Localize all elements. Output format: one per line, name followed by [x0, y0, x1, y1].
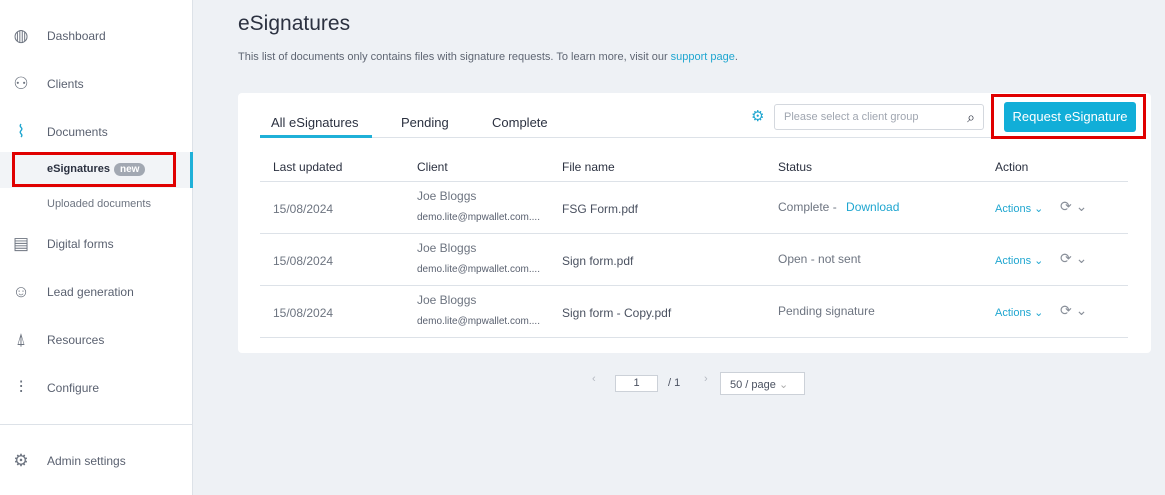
col-file-name[interactable]: File name: [562, 160, 615, 174]
highlight-box: [991, 94, 1146, 139]
form-icon: ▤: [12, 234, 30, 253]
sidebar-item-digital-forms[interactable]: ▤ Digital forms: [0, 220, 193, 268]
col-client[interactable]: Client: [417, 160, 448, 174]
request-esignature-button[interactable]: Request eSignature: [1004, 102, 1136, 132]
status-text: Open - not sent: [778, 252, 861, 266]
sidebar-item-uploaded-documents[interactable]: Uploaded documents: [47, 198, 151, 210]
label: Resources: [47, 333, 105, 347]
client-name: Joe Bloggs: [417, 241, 477, 255]
client-group-search-input[interactable]: Please select a client group ⌕: [774, 104, 984, 130]
page-description: This list of documents only contains fil…: [238, 51, 738, 63]
tab-pending[interactable]: Pending: [401, 115, 449, 130]
file-name[interactable]: FSG Form.pdf: [562, 202, 639, 216]
refresh-icon[interactable]: ⟳ ⌄: [1060, 198, 1088, 214]
page-size-select[interactable]: 50 / page ⌄: [720, 372, 805, 395]
sidebar-item-dashboard[interactable]: ◍ Dashboard: [0, 12, 193, 60]
page-size-value: 50 / page: [730, 379, 776, 391]
esignatures-label[interactable]: eSignatures new: [47, 163, 146, 176]
sidebar-item-clients[interactable]: ⚇ Clients: [0, 60, 193, 108]
tab-all-esignatures[interactable]: All eSignatures: [271, 115, 359, 130]
last-updated: 15/08/2024: [273, 306, 334, 320]
status: Complete - Download: [778, 200, 899, 214]
last-updated: 15/08/2024: [273, 202, 334, 216]
label: Lead generation: [47, 285, 134, 299]
actions-dropdown[interactable]: Actions ⌄: [995, 307, 1044, 319]
label: Configure: [47, 381, 100, 395]
prev-page-icon[interactable]: ‹: [592, 373, 596, 385]
smiley-icon: ☺: [12, 282, 30, 301]
placeholder: Please select a client group: [784, 111, 919, 123]
label: Digital forms: [47, 237, 114, 251]
search-icon[interactable]: ⌕: [967, 108, 975, 125]
desc-text: This list of documents only contains fil…: [238, 51, 671, 63]
actions-label: Actions: [995, 203, 1032, 215]
sidebar: ◍ Dashboard ⚇ Clients ⌇ Documents eSignatur…: [0, 0, 193, 495]
sidebar-item-configure[interactable]: ⫶ Configure: [0, 364, 193, 412]
status-text: Pending signature: [778, 304, 875, 318]
table-row: 15/08/2024 Joe Bloggs demo.lite@mpwallet…: [260, 286, 1128, 338]
client-email: demo.lite@mpwallet.com....: [417, 212, 540, 223]
actions-label: Actions: [995, 255, 1032, 267]
new-badge: new: [113, 163, 146, 176]
next-page-icon[interactable]: ›: [704, 373, 708, 385]
tab-complete[interactable]: Complete: [492, 115, 548, 130]
sidebar-item-lead-generation[interactable]: ☺ Lead generation: [0, 268, 193, 316]
client-email: demo.lite@mpwallet.com....: [417, 316, 540, 327]
actions-dropdown[interactable]: Actions ⌄: [995, 255, 1044, 267]
actions-dropdown[interactable]: Actions ⌄: [995, 203, 1044, 215]
rocket-icon: ⍋: [15, 330, 27, 349]
refresh-icon[interactable]: ⟳ ⌄: [1060, 250, 1088, 266]
status: Open - not sent: [778, 252, 867, 266]
page-number-input[interactable]: 1: [615, 375, 658, 392]
users-icon: ⚇: [13, 74, 29, 93]
actions-label: Actions: [995, 307, 1032, 319]
label: Admin settings: [47, 454, 126, 468]
label: Dashboard: [47, 29, 106, 43]
active-tab-indicator: [260, 135, 372, 138]
download-link[interactable]: Download: [846, 200, 900, 214]
col-last-updated[interactable]: Last updated: [273, 160, 343, 174]
page-title: eSignatures: [238, 12, 351, 35]
client-email: demo.lite@mpwallet.com....: [417, 264, 540, 275]
gear-icon: ⚙: [13, 451, 29, 470]
sidebar-item-admin-settings[interactable]: ⚙ Admin settings: [0, 437, 193, 485]
label: Documents: [47, 125, 108, 139]
label: eSignatures: [47, 163, 110, 175]
highlight-box: [12, 152, 176, 187]
sidebar-item-documents[interactable]: ⌇ Documents: [0, 108, 193, 156]
support-link[interactable]: support page: [670, 51, 735, 63]
divider: [0, 424, 193, 425]
file-name[interactable]: Sign form - Copy.pdf: [562, 306, 672, 320]
label: Clients: [47, 77, 84, 91]
client-name: Joe Bloggs: [417, 293, 477, 307]
chevron-down-icon: ⌄: [778, 379, 789, 391]
globe-icon: ◍: [13, 26, 29, 45]
col-action[interactable]: Action: [995, 160, 1029, 174]
col-status[interactable]: Status: [778, 160, 813, 174]
last-updated: 15/08/2024: [273, 254, 334, 268]
desc-end: .: [734, 51, 738, 63]
page-total: / 1: [668, 377, 681, 389]
sidebar-item-esignatures[interactable]: [0, 152, 193, 188]
settings-gear-icon[interactable]: ⚙: [751, 108, 765, 125]
status-text: Complete -: [778, 200, 837, 214]
sliders-icon: ⫶: [18, 378, 24, 397]
table-row: 15/08/2024 Joe Bloggs demo.lite@mpwallet…: [260, 234, 1128, 286]
refresh-icon[interactable]: ⟳ ⌄: [1060, 302, 1088, 318]
tab-divider: [260, 137, 1146, 138]
table-header: Last updated Client File name Status Act…: [260, 147, 1128, 182]
sidebar-item-resources[interactable]: ⍋ Resources: [0, 316, 193, 364]
table-row: 15/08/2024 Joe Bloggs demo.lite@mpwallet…: [260, 182, 1128, 234]
paperclip-icon: ⌇: [16, 122, 26, 141]
file-name[interactable]: Sign form.pdf: [562, 254, 634, 268]
client-name: Joe Bloggs: [417, 189, 477, 203]
status: Pending signature: [778, 304, 881, 318]
